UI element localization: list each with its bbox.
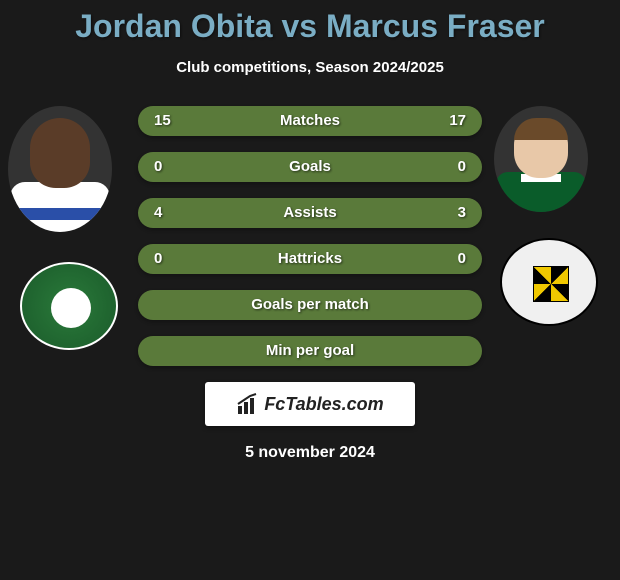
stat-right-value: 0: [458, 244, 466, 274]
stat-right-value: 17: [449, 106, 466, 136]
stat-label: Goals: [138, 152, 482, 182]
subtitle: Club competitions, Season 2024/2025: [0, 59, 620, 76]
player2-club-badge: [500, 238, 598, 326]
stat-right-value: 3: [458, 198, 466, 228]
brand-bar: FcTables.com: [205, 382, 415, 426]
stat-row-mpg: Min per goal: [138, 336, 482, 366]
brand-text: FcTables.com: [264, 394, 383, 415]
stat-row-matches: 15 Matches 17: [138, 106, 482, 136]
stat-row-goals: 0 Goals 0: [138, 152, 482, 182]
date-text: 5 november 2024: [0, 444, 620, 462]
stat-row-gpm: Goals per match: [138, 290, 482, 320]
stat-label: Assists: [138, 198, 482, 228]
stat-right-value: 0: [458, 152, 466, 182]
stat-row-hattricks: 0 Hattricks 0: [138, 244, 482, 274]
stat-label: Min per goal: [138, 336, 482, 366]
comparison-content: 15 Matches 17 0 Goals 0 4 Assists 3 0 Ha…: [0, 106, 620, 462]
player2-photo: [494, 106, 588, 212]
page-title: Jordan Obita vs Marcus Fraser: [0, 0, 620, 45]
player1-club-badge: [20, 262, 118, 350]
stat-label: Hattricks: [138, 244, 482, 274]
stat-row-assists: 4 Assists 3: [138, 198, 482, 228]
stat-label: Matches: [138, 106, 482, 136]
stat-label: Goals per match: [138, 290, 482, 320]
chart-icon: [236, 392, 260, 416]
player1-photo: [8, 106, 112, 232]
